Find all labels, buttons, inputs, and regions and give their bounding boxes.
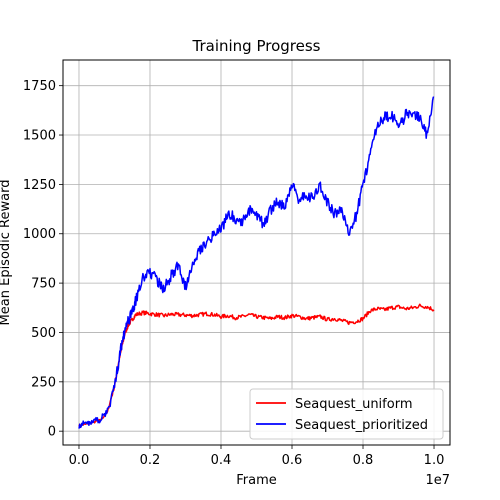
x-tick-label: 0.8 bbox=[353, 453, 374, 468]
y-tick-label: 1750 bbox=[23, 79, 56, 94]
y-tick-label: 1500 bbox=[23, 129, 56, 144]
x-tick-label: 0.4 bbox=[211, 453, 232, 468]
y-tick-label: 1000 bbox=[23, 227, 56, 242]
y-tick-label: 0 bbox=[48, 425, 56, 440]
x-tick-label: 0.0 bbox=[69, 453, 90, 468]
legend-label-Seaquest_uniform: Seaquest_uniform bbox=[295, 397, 412, 412]
y-tick-label: 500 bbox=[31, 326, 56, 341]
legend-label-Seaquest_prioritized: Seaquest_prioritized bbox=[295, 418, 428, 433]
y-tick-label: 250 bbox=[31, 375, 56, 390]
y-tick-label: 1250 bbox=[23, 178, 56, 193]
x-tick-label: 1.0 bbox=[424, 453, 445, 468]
y-tick-label: 750 bbox=[31, 277, 56, 292]
x-axis-label: Frame bbox=[236, 473, 277, 488]
y-axis-label: Mean Episodic Reward bbox=[0, 180, 13, 326]
x-tick-label: 0.2 bbox=[140, 453, 161, 468]
x-tick-label: 0.6 bbox=[282, 453, 303, 468]
x-axis-offset-text: 1e7 bbox=[425, 473, 450, 488]
legend: Seaquest_uniform Seaquest_prioritized bbox=[250, 389, 443, 439]
chart-title: Training Progress bbox=[192, 37, 321, 55]
